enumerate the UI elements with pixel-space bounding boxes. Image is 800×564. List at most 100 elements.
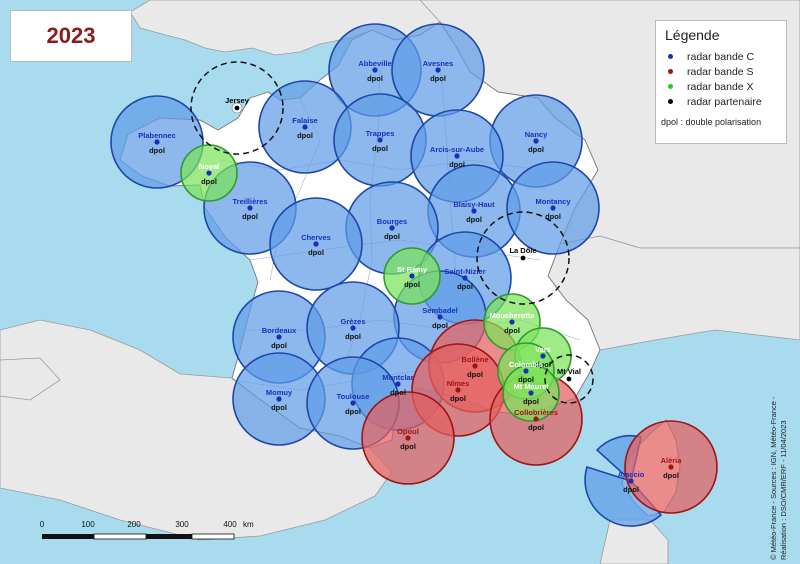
legend-label-band-s: radar bande S: [687, 65, 754, 78]
credits: © Météo-France - Sources : IGN, Météo-Fr…: [769, 396, 788, 561]
radar-site-bourges: Bourges dpol: [377, 217, 407, 241]
legend-dot-partner: [668, 99, 673, 104]
radar-site-bollene: Bollène dpol: [461, 355, 488, 379]
legend-title: Légende: [665, 27, 720, 43]
radar-label: Grèzes: [340, 317, 365, 326]
radar-site-treillieres: Treillières dpol: [232, 197, 267, 221]
dpol-label: dpol: [518, 375, 534, 384]
radar-site-saint-nizier: Saint-Nizier dpol: [444, 267, 485, 291]
dpol-label: dpol: [390, 388, 406, 397]
radar-site-grezes: Grèzes dpol: [340, 317, 365, 341]
radar-site-abbeville: Abbeville dpol: [358, 59, 391, 83]
radar-site-montancy: Montancy dpol: [535, 197, 571, 221]
partner-marker: [520, 255, 526, 261]
dpol-label: dpol: [467, 370, 483, 379]
dpol-label: dpol: [384, 232, 400, 241]
partner-site-mt-vial: Mt Vial: [557, 367, 581, 382]
scale-segment-1: [42, 534, 94, 539]
radar-site-falaise: Falaise dpol: [292, 116, 317, 140]
partner-coverage-mt-vial: [544, 354, 594, 404]
radar-site-avesnes: Avesnes dpol: [423, 59, 454, 83]
dpol-label: dpol: [404, 280, 420, 289]
dpol-label: dpol: [149, 146, 165, 155]
radar-marker: [372, 67, 378, 73]
radar-site-opoul: Opoul dpol: [397, 427, 419, 451]
radar-label: Saint-Nizier: [444, 267, 485, 276]
dpol-label: dpol: [450, 394, 466, 403]
radar-marker: [313, 241, 319, 247]
dpol-label: dpol: [271, 403, 287, 412]
radar-site-sembadel: Sembadel dpol: [422, 306, 457, 330]
radar-site-bordeaux: Bordeaux dpol: [262, 326, 297, 350]
radar-label: Momuy: [266, 388, 293, 397]
radar-marker: [509, 319, 515, 325]
radar-site-plabennec: Plabennec dpol: [138, 131, 176, 155]
partner-label: Jersey: [225, 96, 250, 105]
radar-label: Nancy: [525, 130, 548, 139]
radar-label: Treillières: [232, 197, 267, 206]
year-label: 2023: [46, 23, 96, 48]
partner-coverage-jersey: [190, 61, 284, 155]
legend-dot-band-x: [668, 84, 673, 89]
legend-item-band-x: radar bande X: [668, 79, 786, 94]
radar-label: Trappes: [366, 129, 395, 138]
dpol-label: dpol: [242, 212, 258, 221]
radar-marker: [377, 137, 383, 143]
radar-label: Blaisy-Haut: [453, 200, 495, 209]
dpol-label: dpol: [528, 145, 544, 154]
dpol-label: dpol: [504, 326, 520, 335]
radar-marker: [540, 353, 546, 359]
radar-site-noyal: Noyal dpol: [199, 162, 219, 186]
radar-site-toulouse: Toulouse dpol: [337, 392, 370, 416]
radar-label: Bordeaux: [262, 326, 297, 335]
radar-label: Bollène: [461, 355, 488, 364]
scale-unit: km: [243, 520, 254, 529]
legend-label-band-x: radar bande X: [687, 80, 754, 93]
radar-site-nancy: Nancy dpol: [525, 130, 548, 154]
radar-label: Plabennec: [138, 131, 176, 140]
dpol-label: dpol: [430, 74, 446, 83]
radar-site-st-remy: St Rémy dpol: [397, 265, 428, 289]
dpol-label: dpol: [297, 131, 313, 140]
radar-sites: Abbeville dpol Avesnes dpol Falaise dpol Trapp…: [138, 59, 682, 494]
radar-label: Noyal: [199, 162, 219, 171]
dpol-label: dpol: [345, 332, 361, 341]
radar-marker: [528, 390, 534, 396]
partner-label: Mt Vial: [557, 367, 581, 376]
radar-site-mt-maurel: Mt Maurel dpol: [513, 382, 548, 406]
radar-site-nimes: Nîmes dpol: [447, 379, 470, 403]
radar-marker: [276, 334, 282, 340]
radar-label: Bourges: [377, 217, 407, 226]
radar-marker: [154, 139, 160, 145]
radar-site-blaisy-haut: Blaisy-Haut dpol: [453, 200, 495, 224]
dpol-label: dpol: [400, 442, 416, 451]
partner-coverage-la-dole: [476, 211, 570, 305]
dpol-label: dpol: [372, 144, 388, 153]
radar-site-momuy: Momuy dpol: [266, 388, 293, 412]
radar-marker: [350, 400, 356, 406]
radar-marker: [405, 435, 411, 441]
scale-tick-200: 200: [127, 520, 141, 529]
legend-item-band-c: radar bande C: [668, 49, 786, 64]
partner-coverage: [190, 61, 594, 404]
legend: Légende radar bande C radar bande S rada…: [655, 20, 787, 144]
radar-marker: [533, 416, 539, 422]
scale-segment-4: [191, 533, 235, 540]
radar-marker: [395, 381, 401, 387]
radar-label: Toulouse: [337, 392, 370, 401]
radar-label: Mt Maurel: [513, 382, 548, 391]
dpol-label: dpol: [449, 160, 465, 169]
partner-marker: [566, 376, 572, 382]
radar-marker: [462, 275, 468, 281]
radar-site-aleria: Aléria dpol: [661, 456, 683, 480]
radar-marker: [389, 225, 395, 231]
dpol-label: dpol: [432, 321, 448, 330]
radar-site-moucherotte: Moucherotte dpol: [490, 311, 535, 335]
radar-marker: [454, 153, 460, 159]
dpol-label: dpol: [345, 407, 361, 416]
scale-segment-2: [93, 533, 147, 540]
radar-label: Opoul: [397, 427, 419, 436]
radar-label: Aléria: [661, 456, 683, 465]
radar-site-ajaccio: Ajaccio dpol: [618, 470, 645, 494]
radar-site-arcis-sur-aube: Arcis-sur-Aube dpol: [430, 145, 484, 169]
